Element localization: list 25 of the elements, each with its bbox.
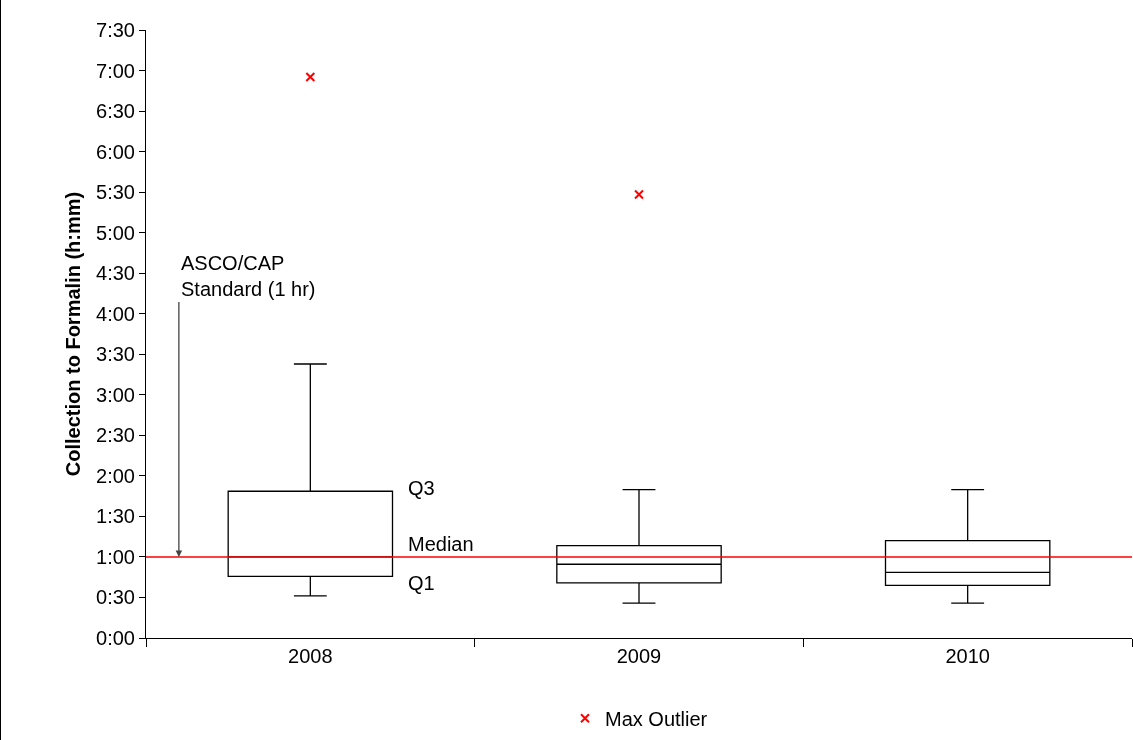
x-tick-label: 2009 <box>616 645 662 667</box>
annotation: Q1 <box>408 572 435 594</box>
y-tick-label: 3:30 <box>96 343 135 366</box>
annotation: Median <box>408 533 474 555</box>
y-tick-label: 3:00 <box>96 383 135 406</box>
y-tick-label: 1:00 <box>96 545 135 568</box>
ref-line-label: ASCO/CAP Standard (1 hr) <box>181 252 316 300</box>
y-tick-label: 7:30 <box>96 19 135 41</box>
y-tick-label: 5:30 <box>96 181 135 204</box>
y-tick-label: 7:00 <box>96 59 135 82</box>
annotation: Q3 <box>408 477 435 499</box>
y-tick-label: 2:00 <box>96 464 135 487</box>
y-tick-label: 4:00 <box>96 302 135 325</box>
y-tick-label: 1:30 <box>96 505 135 528</box>
y-tick-label: 2:30 <box>96 424 135 447</box>
y-tick-label: 4:30 <box>96 262 135 285</box>
x-tick-label: 2010 <box>945 645 990 667</box>
y-tick-label: 5:00 <box>96 221 135 244</box>
y-tick-label: 6:00 <box>96 140 135 163</box>
y-tick-label: 0:30 <box>96 586 135 609</box>
y-tick-label: 0:00 <box>96 627 135 649</box>
y-axis-title: Collection to Formalin (h:mm) <box>61 191 84 477</box>
legend-label: Max Outlier <box>605 708 708 731</box>
y-tick-label: 6:30 <box>96 100 135 123</box>
x-tick-label: 2008 <box>288 645 333 667</box>
